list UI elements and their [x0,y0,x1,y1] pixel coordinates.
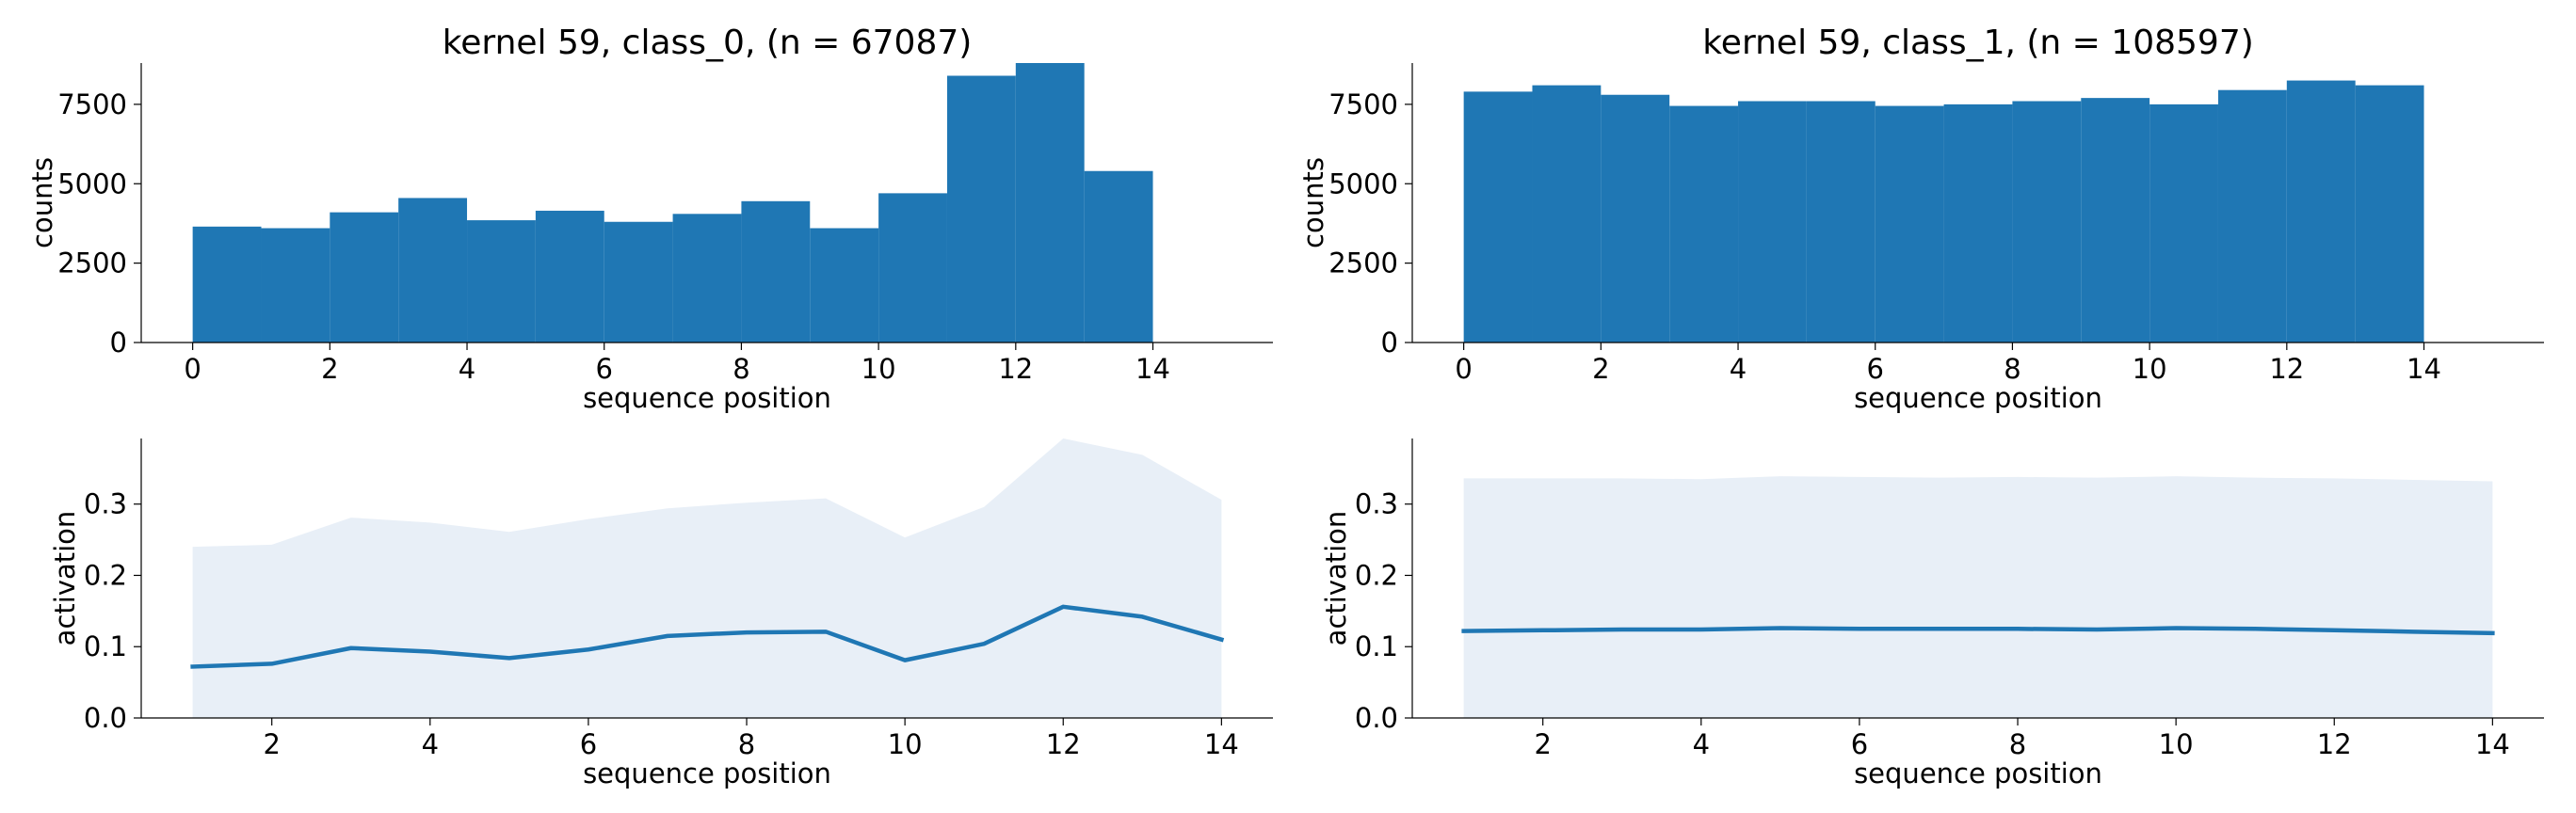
x-axis-label: sequence position [1854,382,2102,414]
chart-title: kernel 59, class_0, (n = 67087) [443,24,973,62]
x-tick-label: 14 [2475,728,2510,760]
y-tick-label: 0.0 [84,702,127,734]
y-tick-label: 7500 [1328,88,1398,120]
activation-band [1463,476,2493,718]
subplot-1: 0 2 4 6 8 10 12 14 0 2500 5000 7500 sequence positio… [1297,24,2544,414]
x-tick-label: 4 [422,728,439,760]
histogram-bar [261,228,330,343]
y-tick-label: 7500 [57,88,127,120]
histogram-bar [467,220,536,343]
histogram-bar [1463,91,1533,343]
y-tick-label: 0.2 [84,559,127,591]
y-tick-label: 0.0 [1355,702,1398,734]
x-tick-label: 0 [184,353,201,385]
x-tick-label: 12 [2317,728,2352,760]
x-tick-label: 12 [1046,728,1081,760]
y-tick-label: 2500 [1328,247,1398,279]
y-axis-label: activation [1320,511,1352,646]
x-tick-label: 4 [459,353,475,385]
x-tick-label: 2 [263,728,280,760]
x-tick-label: 4 [1730,353,1747,385]
x-tick-label: 14 [2407,353,2441,385]
x-tick-label: 6 [1867,353,1884,385]
histogram-bar [1601,94,1670,343]
x-tick-label: 2 [1534,728,1551,760]
y-tick-label: 0.2 [1355,559,1398,591]
x-tick-label: 8 [2004,353,2021,385]
y-axis-label: activation [49,511,81,646]
x-tick-label: 8 [2009,728,2026,760]
histogram-bar [192,226,262,343]
x-tick-label: 6 [1851,728,1868,760]
x-tick-label: 10 [2133,353,2167,385]
histogram-bar [810,228,879,343]
histogram-bar [878,193,947,343]
histogram-bar [1875,105,1944,343]
histogram-bar [741,200,811,343]
histogram-bar [672,214,742,343]
x-axis-label: sequence position [583,757,831,789]
histogram-bar [1532,85,1602,343]
y-tick-label: 0.3 [1355,488,1398,520]
x-tick-label: 8 [733,353,749,385]
y-tick-label: 0.1 [1355,630,1398,662]
histogram-bar [330,212,399,343]
x-tick-label: 10 [2159,728,2194,760]
x-tick-label: 4 [1693,728,1710,760]
activation-line [1461,626,2495,636]
chart-title: kernel 59, class_1, (n = 108597) [1702,24,2254,62]
y-axis-label: counts [26,157,58,248]
x-tick-label: 2 [321,353,338,385]
y-tick-label: 0.1 [84,630,127,662]
x-tick-label: 8 [738,728,755,760]
subplot-2: 2 4 6 8 10 12 14 0.0 0.1 0.2 0.3 sequence position a… [49,438,1273,789]
histogram-bar [535,210,604,343]
x-tick-label: 6 [580,728,597,760]
histogram-bar [1806,101,1876,343]
x-tick-label: 14 [1204,728,1239,760]
histogram-bar [2012,101,2082,343]
histogram-bar [1738,101,1807,343]
x-tick-label: 10 [888,728,923,760]
x-tick-label: 10 [861,353,896,385]
histogram-bar [1015,63,1085,343]
x-tick-label: 0 [1455,353,1472,385]
histogram-bar [946,75,1016,343]
activation-band [192,438,1222,718]
x-tick-label: 14 [1135,353,1170,385]
activation-line [190,604,1225,669]
x-axis-label: sequence position [583,382,831,414]
x-tick-label: 2 [1592,353,1609,385]
histogram-bar [2355,85,2424,343]
histogram-bar [604,221,673,343]
x-tick-label: 12 [998,353,1033,385]
histogram-bar [1669,105,1739,343]
y-tick-label: 0.3 [84,488,127,520]
subplot-0: 0 2 4 6 8 10 12 14 0 2500 5000 7500 sequence positio… [26,24,1273,414]
x-tick-label: 6 [596,353,613,385]
y-tick-label: 5000 [1328,167,1398,199]
histogram-bar [2149,104,2218,343]
y-tick-label: 5000 [57,167,127,199]
histogram-bar [2217,89,2287,343]
x-tick-label: 12 [2269,353,2304,385]
histogram-bar [2081,98,2150,343]
y-tick-label: 0 [110,327,127,359]
histogram-bar [1084,170,1153,343]
y-axis-label: counts [1297,157,1329,248]
x-axis-label: sequence position [1854,757,2102,789]
y-tick-label: 0 [1381,327,1398,359]
histogram-bar [398,198,468,343]
y-tick-label: 2500 [57,247,127,279]
histogram-bar [1943,104,2013,343]
subplot-3: 2 4 6 8 10 12 14 0.0 0.1 0.2 0.3 sequence position a… [1320,438,2544,789]
histogram-bar [2286,80,2356,343]
